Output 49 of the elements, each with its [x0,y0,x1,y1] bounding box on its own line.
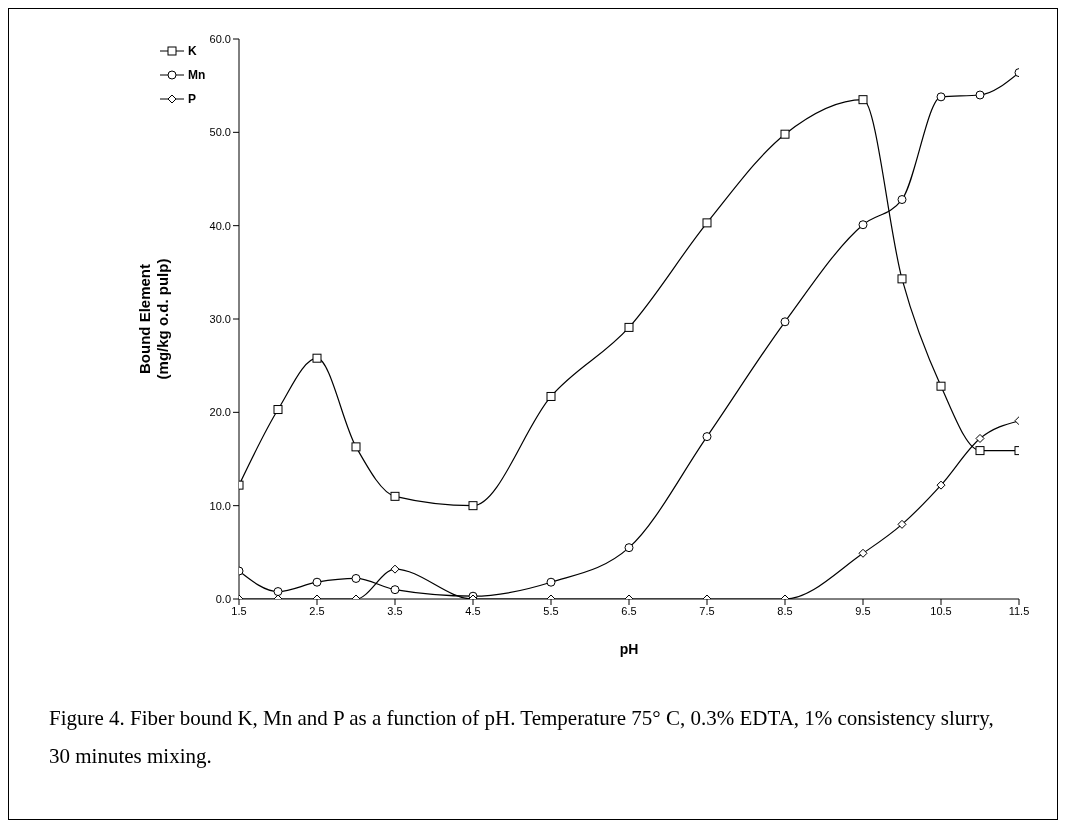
x-axis-title: pH [619,641,639,657]
caption: Figure 4. Fiber bound K, Mn and P as a function of pH. Temperature 75° C, 0.3% EDTA, 1% consistency slurry, 30 minutes mixing. [49,705,995,770]
x-tick-label: 2.5 [309,604,325,617]
legend-label: K [188,44,197,58]
y-tick-label: 0.0 [215,592,231,605]
point [390,491,400,501]
point [624,543,634,553]
point [273,405,283,415]
y-tick-label: 40.0 [209,219,231,232]
point [546,577,556,587]
point [468,501,478,511]
point [897,195,907,205]
point [780,317,790,327]
point [702,218,712,228]
x-tick-label: 3.5 [387,604,403,617]
x-tick-label: 6.5 [621,604,637,617]
point [897,274,907,284]
legend-label: P [188,92,197,106]
y-tick-label: 10.0 [209,499,231,512]
point [975,90,985,100]
y-tick-label: 30.0 [209,312,231,325]
y-tick-label: 60.0 [209,32,231,45]
point [936,381,946,391]
point [390,585,400,595]
x-tick-label: 4.5 [465,604,481,617]
point [351,442,361,452]
point [858,95,868,105]
x-tick-label: 9.5 [855,604,871,617]
point [546,391,556,401]
y-axis-title: Bound Element (mg/kg o.d. pulp) [136,258,171,380]
y-tick-label: 50.0 [209,126,231,139]
point [858,220,868,230]
point [273,587,283,597]
x-tick-label: 5.5 [543,604,559,617]
point [312,353,322,363]
legend-label: Mn [188,68,206,82]
point [936,92,946,102]
point [312,577,322,587]
point [975,446,985,456]
point [780,129,790,139]
x-tick-label: 8.5 [777,604,793,617]
y-tick-label: 20.0 [209,406,231,419]
x-tick-label: 7.5 [699,604,715,617]
point [624,322,634,332]
point [351,573,361,583]
x-tick-label: 11.5 [1008,604,1030,617]
x-tick-label: 1.5 [231,604,247,617]
point [702,432,712,442]
x-tick-label: 10.5 [930,604,952,617]
